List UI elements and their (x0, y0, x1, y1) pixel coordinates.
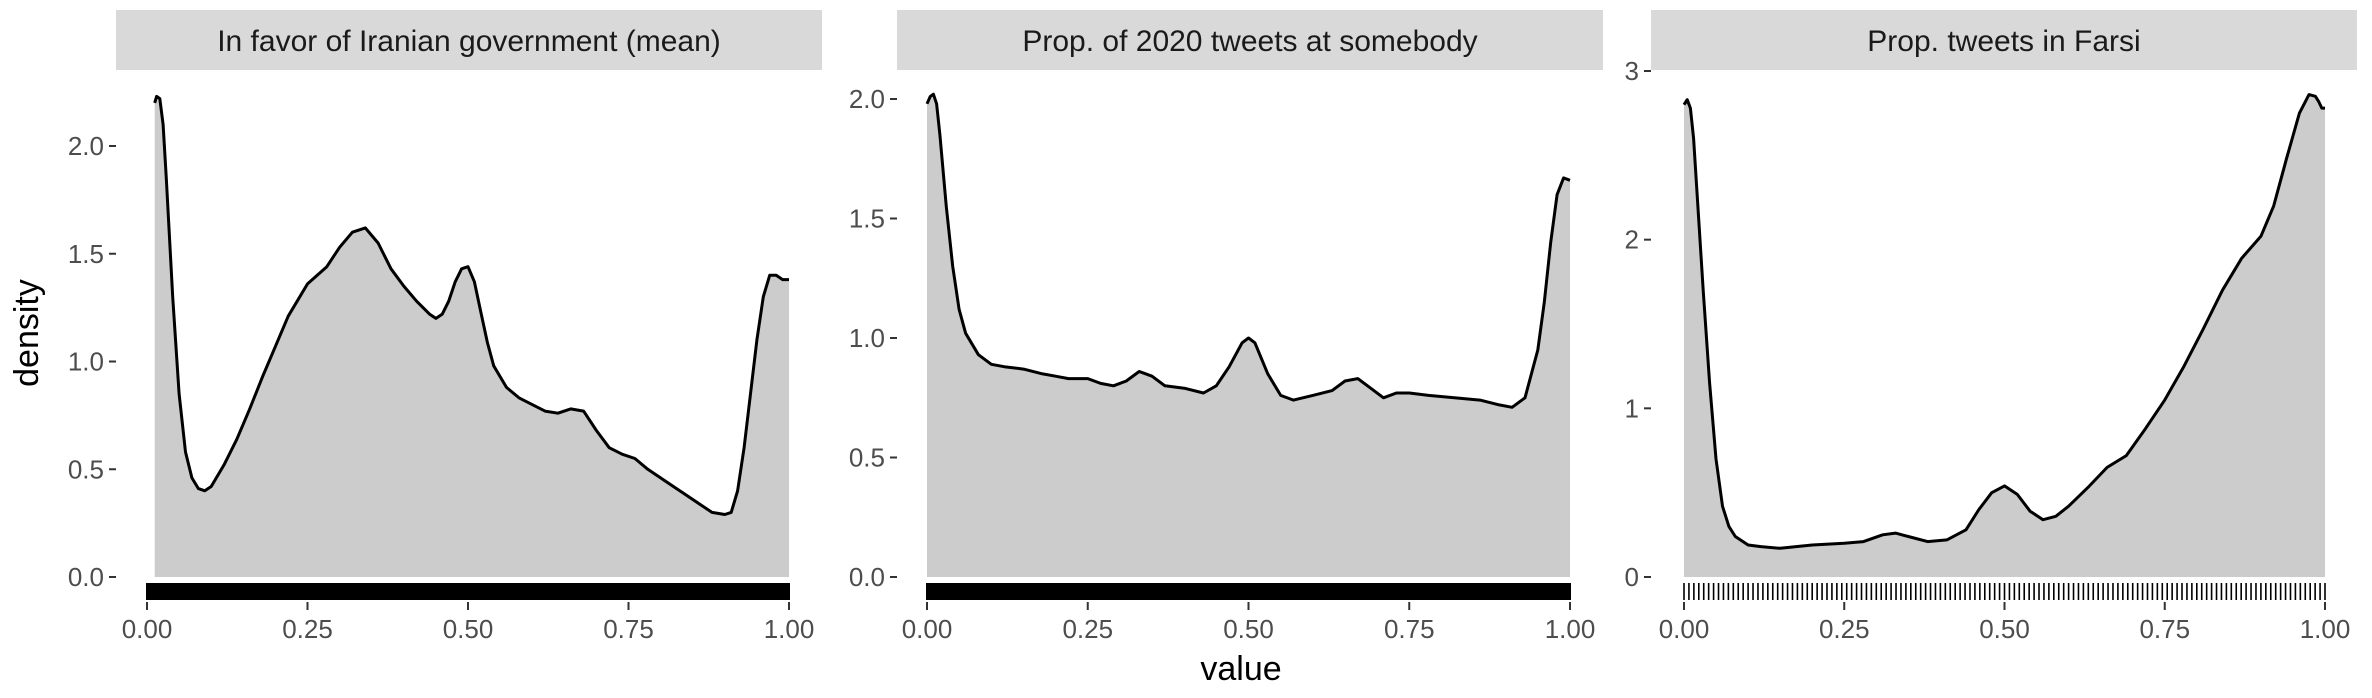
facet-panel-2: Prop. of 2020 tweets at somebody 0.0 0.5 1.… (849, 10, 1603, 644)
y-tick-label: 1.5 (68, 239, 104, 269)
x-tick-label: 0.00 (122, 614, 173, 644)
facet-title: Prop. tweets in Farsi (1867, 25, 2140, 58)
x-axis-title: value (1200, 650, 1281, 688)
y-tick-label: 1.5 (849, 204, 885, 234)
facet-strip (1651, 10, 2357, 70)
density-line (1682, 93, 2325, 550)
x-tick-label: 0.75 (2139, 614, 2190, 644)
y-tick-label: 0.0 (68, 562, 104, 592)
density-area (154, 96, 789, 578)
x-tick-label: 0.25 (1819, 614, 1870, 644)
y-tick-label: 0.0 (849, 562, 885, 592)
y-tick-label: 1.0 (849, 323, 885, 353)
rug-marks (1683, 583, 2326, 600)
density-area (1684, 94, 2325, 577)
y-tick-label: 1.0 (68, 347, 104, 377)
x-tick-label: 1.00 (1545, 614, 1596, 644)
facet-panel-3: Prop. tweets in Farsi 0 1 2 3 0.00 0.25 0.50 0.7… (1625, 10, 2357, 644)
facet-title: In favor of Iranian government (mean) (217, 25, 721, 58)
x-tick-label: 0.75 (1384, 614, 1435, 644)
rug-marks (926, 583, 1571, 600)
x-tick-label: 0.50 (443, 614, 494, 644)
x-tick-label: 1.00 (2300, 614, 2351, 644)
density-area (927, 94, 1570, 577)
x-tick-label: 0.50 (1979, 614, 2030, 644)
x-tick-label: 0.00 (1659, 614, 1710, 644)
y-tick-label: 2.0 (849, 84, 885, 114)
facet-strip (897, 10, 1603, 70)
y-axis-title: density (8, 279, 46, 387)
y-tick-label: 0.5 (849, 443, 885, 473)
y-tick-label: 1 (1625, 393, 1639, 423)
rug-marks (146, 583, 790, 600)
x-tick-label: 0.00 (902, 614, 953, 644)
x-tick-label: 0.75 (603, 614, 654, 644)
x-tick-label: 0.25 (282, 614, 333, 644)
y-tick-label: 3 (1625, 56, 1639, 86)
facet-panels: In favor of Iranian government (mean) 0.0… (68, 10, 2357, 644)
x-tick-label: 0.50 (1223, 614, 1274, 644)
facet-strip (116, 10, 822, 70)
density-line (153, 94, 789, 516)
y-tick-label: 2 (1625, 225, 1639, 255)
x-tick-label: 0.25 (1062, 614, 1113, 644)
facet-title: Prop. of 2020 tweets at somebody (1022, 25, 1477, 58)
y-tick-label: 2.0 (68, 131, 104, 161)
facet-panel-1: In favor of Iranian government (mean) 0.0… (68, 10, 822, 644)
y-tick-label: 0 (1625, 562, 1639, 592)
y-tick-label: 0.5 (68, 454, 104, 484)
density-line (925, 92, 1571, 409)
x-tick-label: 1.00 (764, 614, 815, 644)
